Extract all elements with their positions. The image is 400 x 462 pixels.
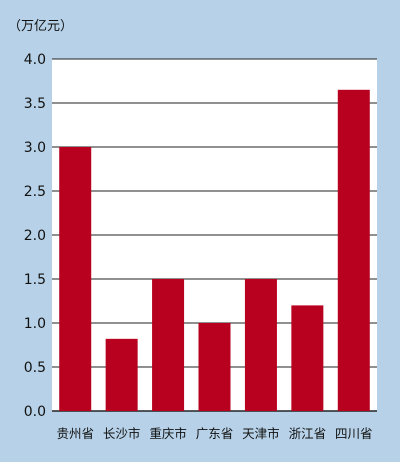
y-tick-label: 0.0 xyxy=(24,404,46,420)
bars xyxy=(59,89,370,412)
x-tick-label: 贵州省 xyxy=(56,426,94,441)
x-tick-label: 重庆市 xyxy=(149,426,187,441)
y-tick-label: 2.5 xyxy=(24,184,46,200)
y-tick-label: 3.0 xyxy=(24,140,46,156)
x-tick-label: 长沙市 xyxy=(103,426,141,441)
y-axis-ticks: 0.0 0.5 1.0 1.5 2.0 2.5 3.0 3.5 4.0 xyxy=(24,52,46,420)
bar xyxy=(291,305,324,411)
x-axis-labels: 贵州省 长沙市 重庆市 广东省 天津市 浙江省 四川省 xyxy=(56,426,372,441)
bar xyxy=(152,279,185,411)
bar xyxy=(105,338,138,411)
unit-label: （万亿元） xyxy=(8,19,73,34)
y-tick-label: 1.0 xyxy=(24,316,46,332)
bar xyxy=(244,279,277,411)
x-tick-label: 广东省 xyxy=(196,426,234,441)
x-tick-label: 浙江省 xyxy=(289,426,327,441)
x-tick-label: 四川省 xyxy=(335,426,373,441)
x-tick-label: 天津市 xyxy=(242,426,280,441)
bar xyxy=(59,147,92,411)
y-tick-label: 3.5 xyxy=(24,96,46,112)
bar xyxy=(337,89,370,412)
y-tick-label: 0.5 xyxy=(24,360,46,376)
bar xyxy=(198,323,231,411)
y-tick-label: 2.0 xyxy=(24,228,46,244)
y-tick-label: 4.0 xyxy=(24,52,46,68)
y-tick-label: 1.5 xyxy=(24,272,46,288)
